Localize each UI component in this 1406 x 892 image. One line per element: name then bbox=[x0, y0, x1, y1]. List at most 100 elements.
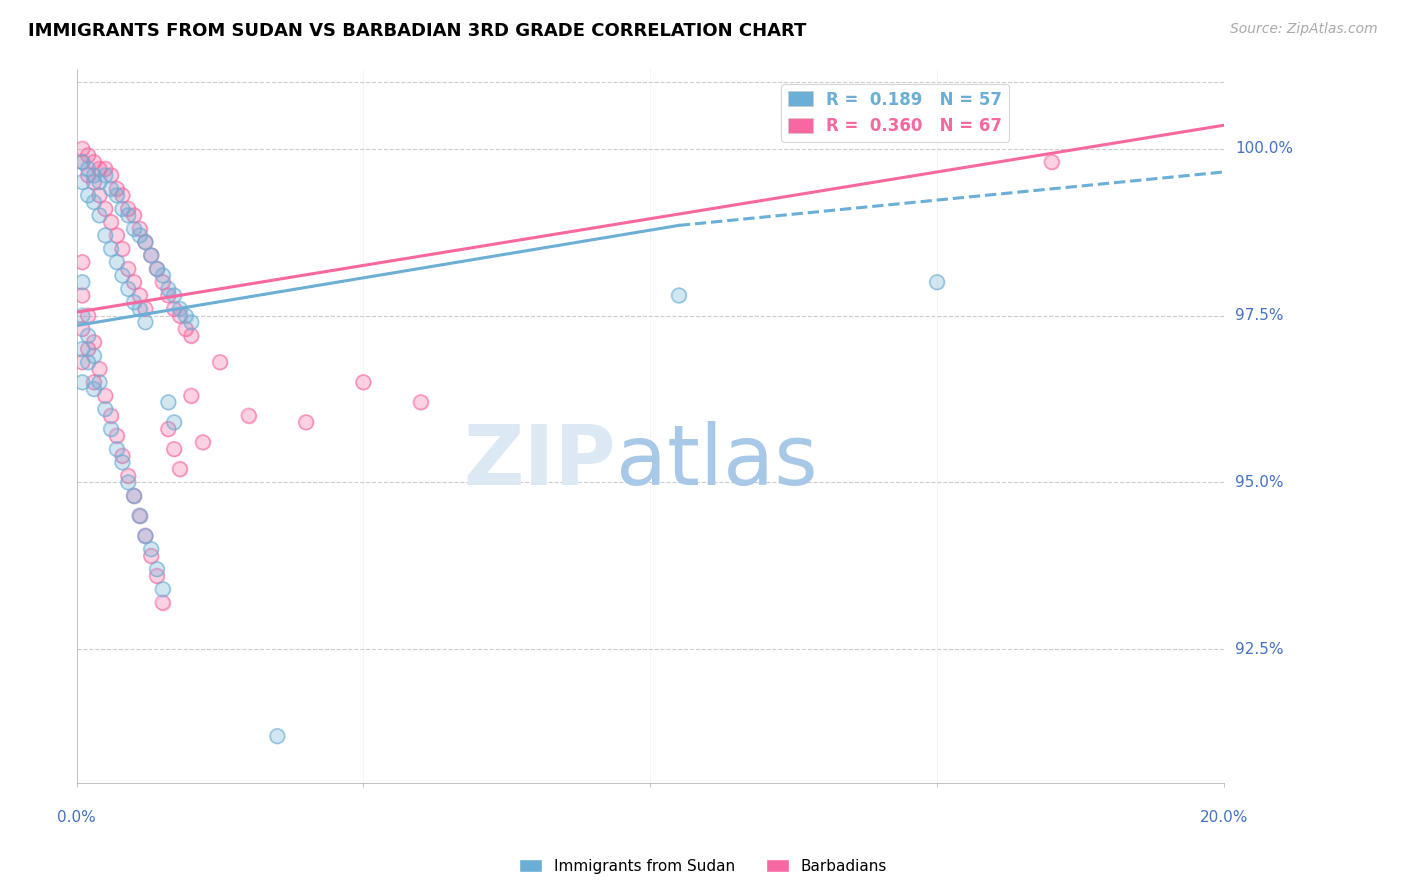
Point bbox=[100, 422, 122, 436]
Point bbox=[352, 376, 374, 390]
Text: Source: ZipAtlas.com: Source: ZipAtlas.com bbox=[1230, 22, 1378, 37]
Point bbox=[72, 309, 94, 323]
Point bbox=[180, 315, 202, 329]
Point bbox=[134, 301, 156, 316]
Point bbox=[163, 442, 186, 456]
Point bbox=[191, 435, 214, 450]
Point bbox=[157, 288, 180, 302]
Point bbox=[89, 175, 111, 189]
Point bbox=[83, 335, 105, 350]
Text: 100.0%: 100.0% bbox=[1234, 141, 1294, 156]
Point bbox=[668, 288, 690, 302]
Point bbox=[77, 148, 100, 162]
Text: 20.0%: 20.0% bbox=[1199, 810, 1249, 824]
Point bbox=[146, 569, 169, 583]
Point bbox=[139, 549, 162, 563]
Text: IMMIGRANTS FROM SUDAN VS BARBADIAN 3RD GRADE CORRELATION CHART: IMMIGRANTS FROM SUDAN VS BARBADIAN 3RD G… bbox=[28, 22, 807, 40]
Point bbox=[117, 261, 139, 276]
Point bbox=[111, 242, 134, 256]
Point bbox=[72, 342, 94, 356]
Point bbox=[72, 275, 94, 289]
Point bbox=[89, 362, 111, 376]
Point bbox=[111, 449, 134, 463]
Point bbox=[139, 549, 162, 563]
Point bbox=[72, 355, 94, 369]
Point bbox=[180, 315, 202, 329]
Point bbox=[94, 228, 117, 243]
Point bbox=[77, 328, 100, 343]
Point bbox=[77, 309, 100, 323]
Point bbox=[111, 455, 134, 469]
Point bbox=[105, 188, 128, 202]
Point bbox=[169, 309, 191, 323]
Point bbox=[83, 376, 105, 390]
Point bbox=[139, 542, 162, 557]
Point bbox=[128, 228, 150, 243]
Point bbox=[89, 208, 111, 222]
Point bbox=[146, 261, 169, 276]
Point bbox=[105, 255, 128, 269]
Point bbox=[105, 442, 128, 456]
Point bbox=[134, 529, 156, 543]
Point bbox=[94, 169, 117, 183]
Point bbox=[83, 155, 105, 169]
Point bbox=[139, 542, 162, 557]
Point bbox=[72, 155, 94, 169]
Point bbox=[117, 202, 139, 216]
Point bbox=[72, 175, 94, 189]
Point bbox=[146, 261, 169, 276]
Text: 95.0%: 95.0% bbox=[1234, 475, 1284, 490]
Point bbox=[72, 142, 94, 156]
Point bbox=[146, 261, 169, 276]
Point bbox=[89, 175, 111, 189]
Point bbox=[134, 315, 156, 329]
Point bbox=[134, 529, 156, 543]
Point bbox=[72, 288, 94, 302]
Point bbox=[100, 242, 122, 256]
Point bbox=[152, 596, 174, 610]
Point bbox=[409, 395, 432, 409]
Point bbox=[180, 328, 202, 343]
Point bbox=[208, 355, 231, 369]
Point bbox=[105, 428, 128, 442]
Point bbox=[117, 282, 139, 296]
Point bbox=[105, 228, 128, 243]
Point bbox=[122, 275, 145, 289]
Point bbox=[100, 169, 122, 183]
Point bbox=[152, 268, 174, 283]
Point bbox=[83, 194, 105, 209]
Point bbox=[94, 161, 117, 176]
Point bbox=[72, 342, 94, 356]
Point bbox=[157, 288, 180, 302]
Point bbox=[163, 415, 186, 429]
Legend: Immigrants from Sudan, Barbadians: Immigrants from Sudan, Barbadians bbox=[513, 853, 893, 880]
Point bbox=[191, 435, 214, 450]
Point bbox=[77, 328, 100, 343]
Point bbox=[163, 442, 186, 456]
Point bbox=[77, 169, 100, 183]
Point bbox=[128, 228, 150, 243]
Point bbox=[134, 529, 156, 543]
Point bbox=[117, 202, 139, 216]
Point bbox=[94, 389, 117, 403]
Point bbox=[134, 235, 156, 249]
Point bbox=[105, 428, 128, 442]
Point bbox=[163, 415, 186, 429]
Point bbox=[174, 309, 197, 323]
Point bbox=[152, 275, 174, 289]
Point bbox=[238, 409, 260, 423]
Point bbox=[128, 301, 150, 316]
Point bbox=[94, 389, 117, 403]
Point bbox=[122, 208, 145, 222]
Point bbox=[83, 376, 105, 390]
Point bbox=[174, 309, 197, 323]
Point bbox=[77, 161, 100, 176]
Point bbox=[152, 596, 174, 610]
Text: atlas: atlas bbox=[616, 421, 817, 502]
Point bbox=[100, 409, 122, 423]
Point bbox=[128, 221, 150, 235]
Point bbox=[111, 202, 134, 216]
Point bbox=[94, 228, 117, 243]
Point bbox=[89, 188, 111, 202]
Point bbox=[77, 355, 100, 369]
